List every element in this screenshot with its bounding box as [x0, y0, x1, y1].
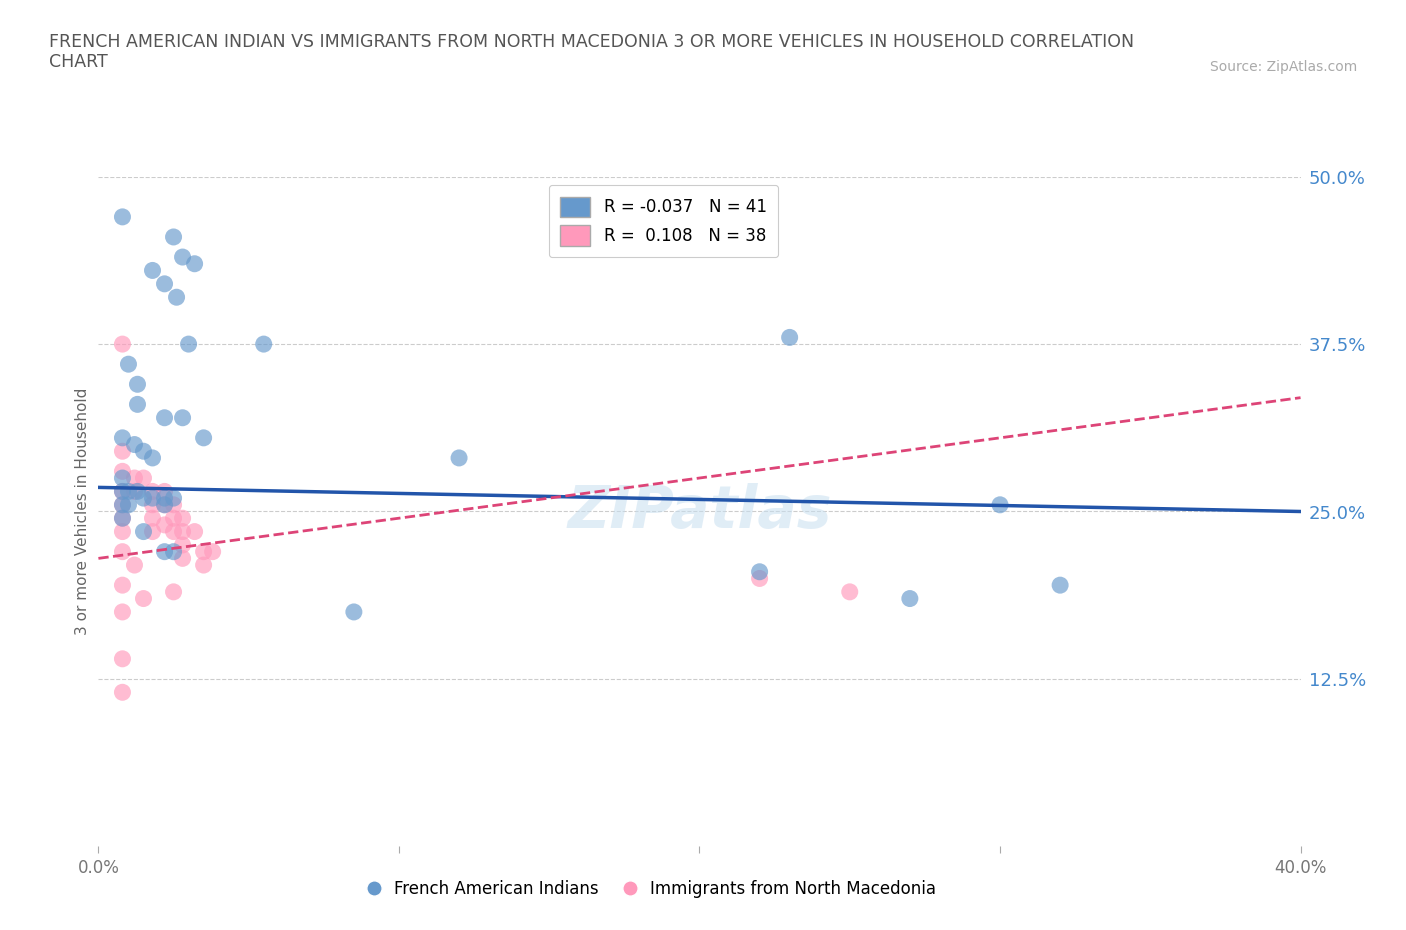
Point	[162, 544, 184, 559]
Point	[132, 491, 155, 506]
Point	[124, 484, 146, 498]
Point	[177, 337, 200, 352]
Point	[141, 525, 163, 539]
Point	[748, 565, 770, 579]
Point	[162, 498, 184, 512]
Point	[193, 544, 215, 559]
Point	[153, 484, 176, 498]
Point	[111, 684, 134, 699]
Point	[838, 584, 860, 599]
Point	[153, 517, 176, 532]
Point	[132, 591, 155, 606]
Point	[132, 471, 155, 485]
Point	[447, 450, 470, 465]
Point	[111, 498, 134, 512]
Point	[1049, 578, 1071, 592]
Point	[111, 511, 134, 525]
Point	[124, 437, 146, 452]
Point	[153, 498, 176, 512]
Point	[193, 431, 215, 445]
Legend: French American Indians, Immigrants from North Macedonia: French American Indians, Immigrants from…	[360, 873, 942, 905]
Point	[253, 337, 276, 352]
Point	[117, 498, 139, 512]
Point	[153, 491, 176, 506]
Point	[153, 544, 176, 559]
Point	[111, 525, 134, 539]
Point	[141, 498, 163, 512]
Point	[111, 498, 134, 512]
Point	[111, 511, 134, 525]
Point	[111, 209, 134, 224]
Point	[162, 584, 184, 599]
Text: FRENCH AMERICAN INDIAN VS IMMIGRANTS FROM NORTH MACEDONIA 3 OR MORE VEHICLES IN : FRENCH AMERICAN INDIAN VS IMMIGRANTS FRO…	[49, 33, 1135, 72]
Point	[153, 276, 176, 291]
Point	[141, 491, 163, 506]
Point	[162, 525, 184, 539]
Point	[172, 249, 194, 264]
Point	[172, 551, 194, 565]
Point	[111, 604, 134, 619]
Point	[111, 578, 134, 592]
Point	[127, 397, 149, 412]
Point	[111, 337, 134, 352]
Point	[111, 544, 134, 559]
Point	[172, 511, 194, 525]
Point	[172, 410, 194, 425]
Point	[124, 558, 146, 573]
Point	[111, 431, 134, 445]
Point	[111, 484, 134, 498]
Point	[117, 357, 139, 372]
Point	[748, 571, 770, 586]
Point	[141, 450, 163, 465]
Y-axis label: 3 or more Vehicles in Household: 3 or more Vehicles in Household	[75, 388, 90, 635]
Point	[124, 471, 146, 485]
Point	[172, 538, 194, 552]
Point	[153, 410, 176, 425]
Point	[183, 257, 205, 272]
Text: ZIPatlas: ZIPatlas	[567, 483, 832, 540]
Point	[779, 330, 801, 345]
Point	[162, 491, 184, 506]
Point	[111, 444, 134, 458]
Point	[988, 498, 1011, 512]
Text: Source: ZipAtlas.com: Source: ZipAtlas.com	[1209, 60, 1357, 74]
Point	[111, 484, 134, 498]
Point	[117, 484, 139, 498]
Point	[141, 263, 163, 278]
Point	[111, 471, 134, 485]
Point	[127, 377, 149, 392]
Point	[162, 511, 184, 525]
Point	[153, 498, 176, 512]
Point	[111, 651, 134, 666]
Point	[127, 484, 149, 498]
Point	[141, 484, 163, 498]
Point	[193, 558, 215, 573]
Point	[141, 511, 163, 525]
Point	[166, 290, 188, 305]
Point	[183, 525, 205, 539]
Point	[111, 464, 134, 479]
Point	[172, 525, 194, 539]
Point	[162, 230, 184, 245]
Point	[132, 444, 155, 458]
Point	[343, 604, 366, 619]
Point	[201, 544, 224, 559]
Point	[898, 591, 921, 606]
Point	[132, 525, 155, 539]
